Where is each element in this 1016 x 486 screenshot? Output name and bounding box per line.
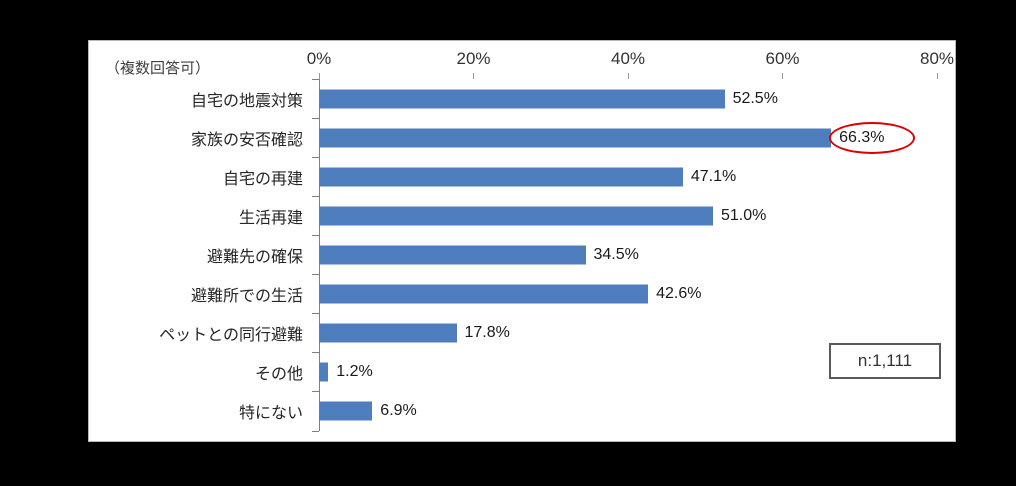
category-label: その他: [254, 366, 303, 384]
bar: [319, 401, 373, 421]
chart-panel: （複数回答可） 0% 20% 40% 60% 80% 自宅の地震対策 家族の安否確認 自宅の…: [88, 40, 956, 442]
bar-row: 1.2%: [319, 353, 937, 392]
value-label: 34.5%: [593, 245, 639, 263]
category-tick-mark: [312, 117, 319, 119]
x-tick-label: 40%: [610, 49, 646, 68]
x-tick-mark: [627, 73, 629, 79]
bar: [319, 167, 683, 187]
x-tick-label: 60%: [765, 49, 800, 68]
category-label: 避難所での生活: [190, 288, 303, 306]
x-axis: 0% 20% 40% 60% 80%: [307, 49, 954, 73]
x-tick-mark: [473, 73, 474, 79]
bar: [319, 284, 649, 304]
x-tick-label: 20%: [456, 49, 491, 68]
category-label: 家族の安否確認: [190, 131, 303, 149]
x-tick-label: 80%: [919, 49, 955, 68]
bar-row: 66.3%: [319, 118, 937, 157]
bar: [319, 245, 586, 265]
x-tick-label: 0%: [306, 49, 332, 68]
category-label: ペットとの同行避難: [159, 327, 303, 345]
category-tick-mark: [312, 352, 319, 354]
category-labels: 自宅の地震対策 家族の安否確認自宅の再建生活再建避難先の確保避難所での生活ペットと…: [89, 79, 311, 431]
x-tick-mark: [936, 73, 938, 79]
bar: [319, 206, 713, 226]
category-tick-mark: [312, 234, 319, 236]
value-label: 52.5%: [732, 89, 778, 107]
bar-row: 17.8%: [319, 314, 937, 353]
category-tick-mark: [312, 313, 319, 315]
category-tick-mark: [312, 78, 319, 80]
value-label: 47.1%: [690, 167, 737, 185]
value-label: 1.2%: [336, 363, 373, 381]
bar-row: 34.5%: [319, 235, 937, 274]
x-tick-mark: [318, 73, 320, 79]
value-label: 51.0%: [720, 206, 767, 224]
category-tick-mark: [312, 430, 319, 432]
category-tick-mark: [312, 274, 319, 276]
value-label: 17.8%: [464, 324, 510, 342]
bar-row: 6.9%: [319, 392, 937, 431]
category-tick-mark: [312, 391, 319, 393]
bar: [319, 89, 725, 109]
bar: [319, 128, 832, 148]
value-label: 66.3%: [839, 128, 885, 146]
bar-row: 42.6%: [319, 275, 937, 314]
value-label: 42.6%: [656, 285, 702, 303]
category-label: 避難先の確保: [206, 248, 303, 266]
category-tick-mark: [312, 195, 319, 197]
x-tick-mark: [782, 73, 783, 79]
value-label: 6.9%: [380, 402, 417, 420]
sample-size-box: n:1,111: [829, 343, 941, 379]
category-label: 特にない: [238, 405, 303, 423]
category-label: 生活再建: [238, 209, 303, 227]
bar-row: 51.0%: [319, 196, 937, 235]
bar-row: 47.1%: [319, 157, 937, 196]
category-tick-mark: [312, 156, 319, 158]
bar-row: 52.5%: [319, 79, 937, 118]
category-label: 自宅の再建: [222, 170, 303, 188]
category-label: 自宅の地震対策: [190, 92, 303, 110]
bar: [319, 362, 329, 382]
bar: [319, 323, 457, 343]
multiple-answers-note: （複数回答可）: [105, 60, 211, 77]
